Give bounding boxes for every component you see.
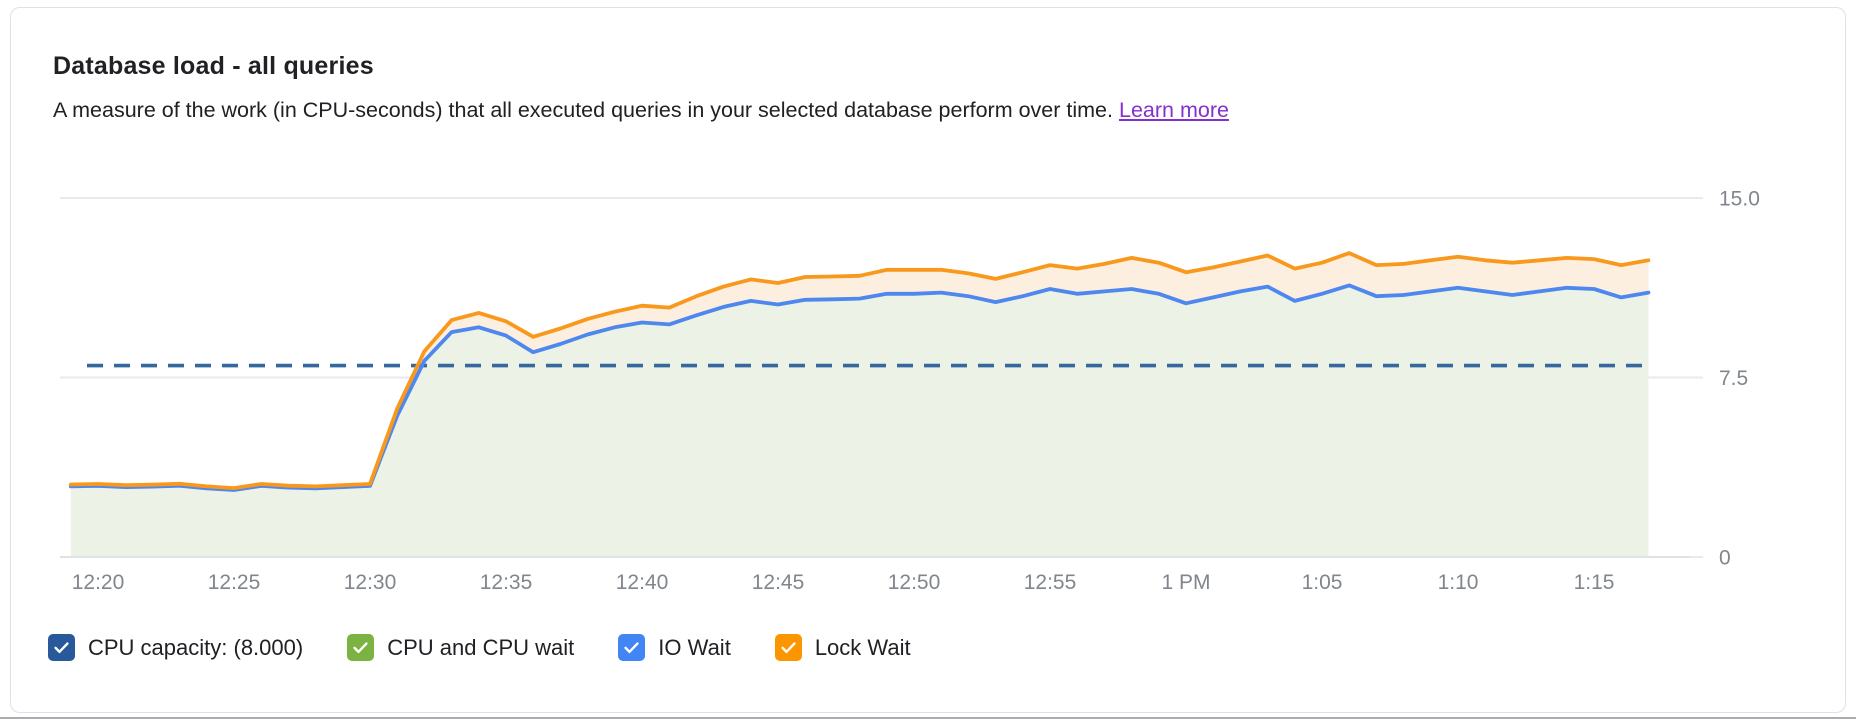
legend-label: IO Wait [658, 634, 731, 660]
x-tick-label: 12:35 [480, 571, 533, 594]
y-tick-label: 0 [1719, 547, 1731, 570]
bottom-divider [0, 717, 1856, 719]
x-tick-label: 12:45 [752, 571, 805, 594]
y-tick-label: 15.0 [1719, 188, 1760, 211]
page-title: Database load - all queries [53, 52, 374, 80]
x-tick-label: 12:20 [72, 571, 125, 594]
legend-checkbox-checked[interactable] [347, 634, 375, 661]
y-tick-label: 7.5 [1719, 367, 1748, 390]
x-tick-label: 12:30 [344, 571, 397, 594]
checkmark-icon [781, 642, 796, 654]
legend-item-1[interactable]: CPU and CPU wait [347, 634, 574, 661]
page-description: A measure of the work (in CPU-seconds) t… [53, 98, 1229, 123]
legend-item-0[interactable]: CPU capacity: (8.000) [48, 634, 303, 661]
chart-plot-area[interactable] [60, 160, 1697, 559]
legend-checkbox-checked[interactable] [48, 634, 75, 661]
x-tick-label: 12:25 [208, 571, 261, 594]
legend-label: CPU and CPU wait [387, 634, 575, 660]
legend-label: Lock Wait [814, 634, 911, 660]
cpu-and-cpu-wait-area [70, 285, 1649, 557]
x-tick-label: 1:10 [1438, 571, 1479, 594]
description-text: A measure of the work (in CPU-seconds) t… [53, 98, 1113, 122]
legend-label: CPU capacity: (8.000) [88, 634, 304, 660]
lock-wait-line [68, 251, 1651, 491]
legend-checkbox-checked[interactable] [774, 634, 802, 661]
legend-item-3[interactable]: Lock Wait [774, 634, 911, 661]
x-tick-label: 12:40 [616, 571, 669, 594]
x-tick-label: 12:50 [888, 571, 941, 594]
checkmark-icon [353, 642, 368, 654]
lock-wait-band [70, 253, 1649, 490]
x-tick-label: 1:05 [1302, 571, 1343, 594]
chart-legend: CPU capacity: (8.000) CPU and CPU wait IO … [48, 634, 911, 661]
legend-item-2[interactable]: IO Wait [618, 634, 731, 661]
x-tick-label: 1:15 [1574, 571, 1615, 594]
x-tick-label: 12:55 [1024, 571, 1077, 594]
checkmark-icon [624, 642, 639, 654]
legend-checkbox-checked[interactable] [618, 634, 646, 661]
x-tick-label: 1 PM [1161, 571, 1210, 594]
learn-more-link[interactable]: Learn more [1118, 98, 1229, 122]
checkmark-icon [54, 642, 69, 654]
